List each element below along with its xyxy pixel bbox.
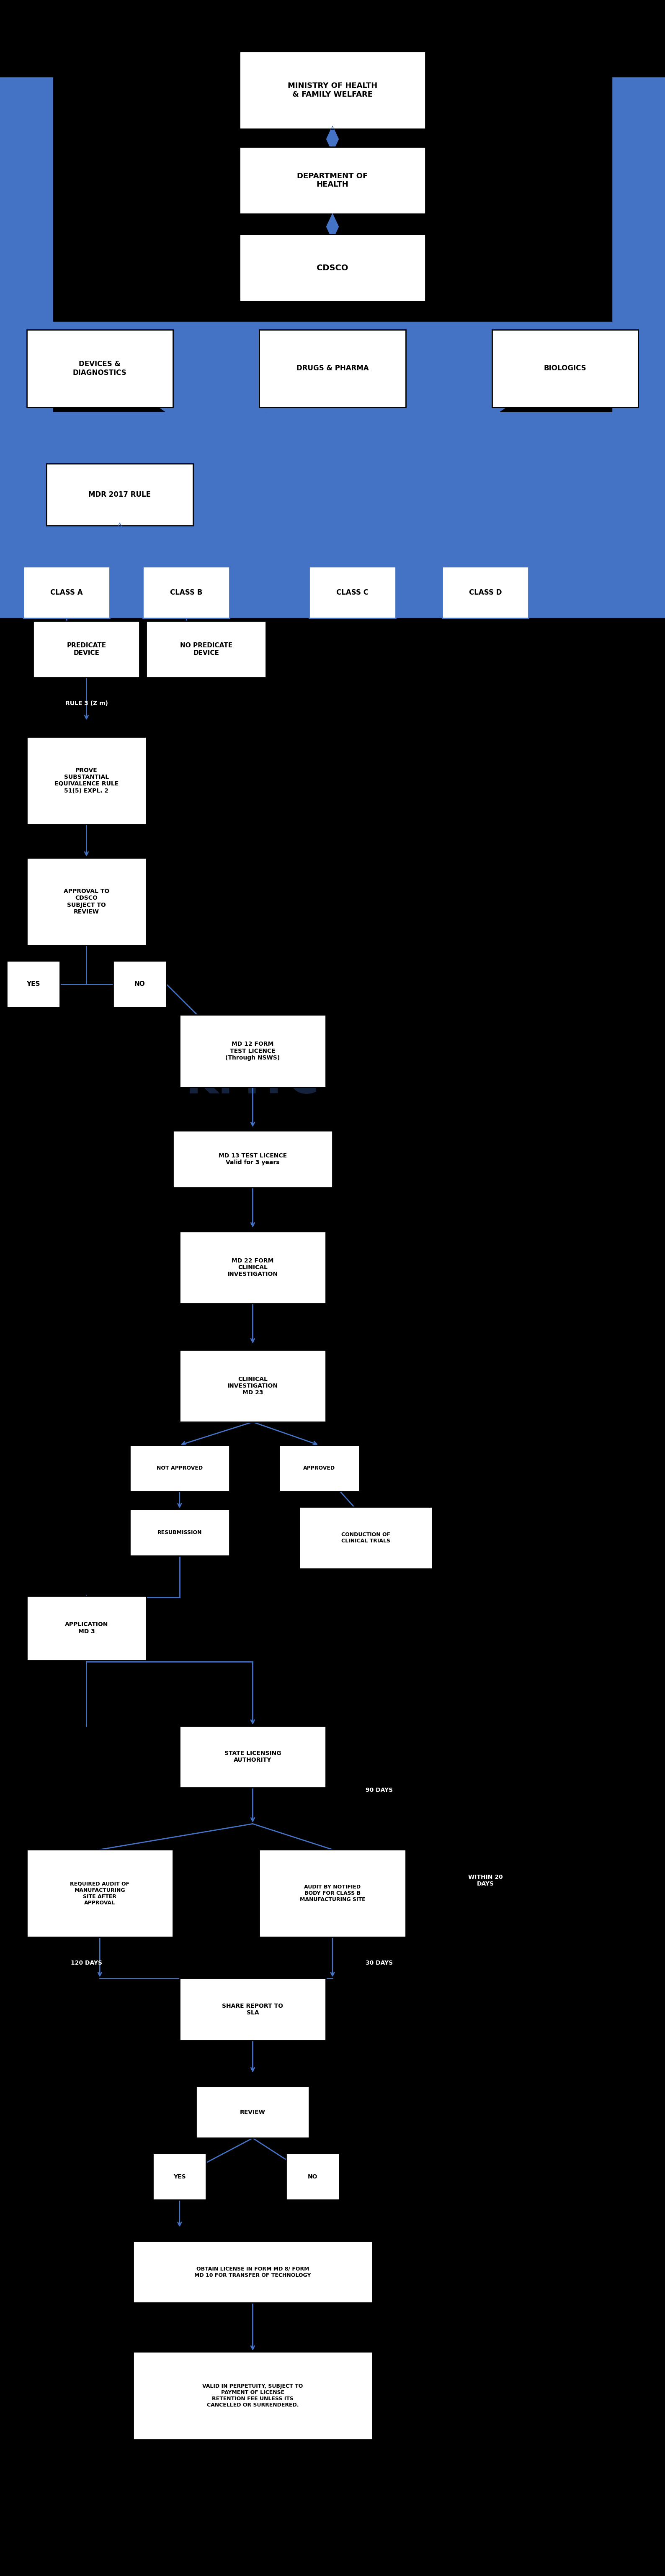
Polygon shape	[33, 322, 632, 412]
Text: MD 12 FORM
TEST LICENCE
(Through NSWS): MD 12 FORM TEST LICENCE (Through NSWS)	[225, 1041, 280, 1061]
Text: CLASS B: CLASS B	[170, 590, 202, 595]
Text: REVIEW: REVIEW	[240, 2110, 265, 2115]
FancyBboxPatch shape	[180, 1015, 326, 1087]
Text: PROVE
SUBSTANTIAL
EQUIVALENCE RULE
51(5) EXPL. 2: PROVE SUBSTANTIAL EQUIVALENCE RULE 51(5)…	[55, 768, 118, 793]
FancyBboxPatch shape	[286, 2154, 339, 2200]
FancyBboxPatch shape	[33, 621, 140, 677]
FancyBboxPatch shape	[239, 234, 426, 301]
Bar	[0, 77, 53, 412]
Text: MD 13 TEST LICENCE
Valid for 3 years: MD 13 TEST LICENCE Valid for 3 years	[219, 1154, 287, 1164]
Text: SHARE REPORT TO
SLA: SHARE REPORT TO SLA	[222, 2004, 283, 2014]
FancyBboxPatch shape	[279, 1445, 359, 1492]
Polygon shape	[0, 412, 266, 489]
Text: REQUIRED AUDIT OF
MANUFACTURING
SITE AFTER
APPROVAL: REQUIRED AUDIT OF MANUFACTURING SITE AFT…	[70, 1880, 130, 1906]
Polygon shape	[327, 126, 338, 152]
Text: CLASS C: CLASS C	[336, 590, 368, 595]
Text: CLASS A: CLASS A	[51, 590, 82, 595]
Text: MDR 2017 RULE: MDR 2017 RULE	[88, 492, 151, 497]
FancyBboxPatch shape	[153, 2154, 206, 2200]
Text: 30 DAYS: 30 DAYS	[365, 1960, 393, 1965]
FancyBboxPatch shape	[299, 1507, 432, 1569]
FancyBboxPatch shape	[492, 330, 638, 407]
Text: NO: NO	[308, 2174, 317, 2179]
Text: APPLICATION
MD 3: APPLICATION MD 3	[65, 1623, 108, 1633]
Bar	[0, 618, 665, 2576]
Text: STATE LICENSING
AUTHORITY: STATE LICENSING AUTHORITY	[224, 1752, 281, 1762]
Text: MINISTRY OF HEALTH
& FAMILY WELFARE: MINISTRY OF HEALTH & FAMILY WELFARE	[288, 82, 377, 98]
FancyBboxPatch shape	[173, 1131, 332, 1188]
FancyBboxPatch shape	[239, 52, 426, 129]
FancyBboxPatch shape	[27, 330, 173, 407]
FancyBboxPatch shape	[27, 858, 146, 945]
FancyBboxPatch shape	[309, 567, 396, 618]
Text: YES: YES	[174, 2174, 186, 2179]
FancyBboxPatch shape	[239, 147, 426, 214]
Text: VALID IN PERPETUITY, SUBJECT TO
PAYMENT OF LICENSE
RETENTION FEE UNLESS ITS
CANC: VALID IN PERPETUITY, SUBJECT TO PAYMENT …	[202, 2383, 303, 2409]
FancyBboxPatch shape	[27, 1850, 173, 1937]
Text: NO: NO	[134, 981, 145, 987]
FancyBboxPatch shape	[27, 737, 146, 824]
FancyBboxPatch shape	[196, 2087, 309, 2138]
FancyBboxPatch shape	[442, 567, 529, 618]
Text: OBTAIN LICENSE IN FORM MD 8/ FORM
MD 10 FOR TRANSFER OF TECHNOLOGY: OBTAIN LICENSE IN FORM MD 8/ FORM MD 10 …	[194, 2267, 311, 2277]
Text: MD 22 FORM
CLINICAL
INVESTIGATION: MD 22 FORM CLINICAL INVESTIGATION	[227, 1257, 278, 1278]
Text: 90 DAYS: 90 DAYS	[365, 1788, 393, 1793]
Text: 120 DAYS: 120 DAYS	[70, 1960, 102, 1965]
Bar	[612, 77, 665, 412]
Text: NO PREDICATE
DEVICE: NO PREDICATE DEVICE	[180, 641, 232, 657]
FancyBboxPatch shape	[47, 464, 193, 526]
Text: CLASS D: CLASS D	[469, 590, 502, 595]
FancyBboxPatch shape	[23, 567, 110, 618]
FancyBboxPatch shape	[143, 567, 229, 618]
Text: PREDICATE
DEVICE: PREDICATE DEVICE	[66, 641, 106, 657]
Polygon shape	[327, 214, 338, 240]
FancyBboxPatch shape	[130, 1510, 229, 1556]
FancyBboxPatch shape	[180, 1231, 326, 1303]
Text: APPROVAL TO
CDSCO
SUBJECT TO
REVIEW: APPROVAL TO CDSCO SUBJECT TO REVIEW	[64, 889, 109, 914]
FancyBboxPatch shape	[180, 1726, 326, 1788]
FancyBboxPatch shape	[113, 961, 166, 1007]
Text: CLINICAL
INVESTIGATION
MD 23: CLINICAL INVESTIGATION MD 23	[227, 1376, 278, 1396]
Text: RESUBMISSION: RESUBMISSION	[157, 1530, 202, 1535]
FancyBboxPatch shape	[180, 1350, 326, 1422]
Text: WITHIN 20
DAYS: WITHIN 20 DAYS	[468, 1875, 503, 1886]
Text: NOT APPROVED: NOT APPROVED	[156, 1466, 203, 1471]
FancyBboxPatch shape	[130, 1445, 229, 1492]
Polygon shape	[113, 523, 126, 549]
Text: YES: YES	[27, 981, 40, 987]
Text: APPROVED: APPROVED	[303, 1466, 335, 1471]
Text: KMTC: KMTC	[186, 1061, 319, 1103]
FancyBboxPatch shape	[7, 961, 60, 1007]
Bar	[53, 77, 612, 412]
Text: DEVICES &
DIAGNOSTICS: DEVICES & DIAGNOSTICS	[73, 361, 126, 376]
Text: CDSCO: CDSCO	[317, 263, 348, 273]
FancyBboxPatch shape	[259, 330, 406, 407]
Bar	[0, 489, 665, 577]
Text: CONDUCTION OF
CLINICAL TRIALS: CONDUCTION OF CLINICAL TRIALS	[341, 1533, 390, 1543]
FancyBboxPatch shape	[133, 2241, 372, 2303]
Polygon shape	[113, 435, 126, 461]
FancyBboxPatch shape	[180, 1978, 326, 2040]
FancyBboxPatch shape	[146, 621, 266, 677]
Text: DEPARTMENT OF
HEALTH: DEPARTMENT OF HEALTH	[297, 173, 368, 188]
Polygon shape	[266, 412, 665, 489]
FancyBboxPatch shape	[259, 1850, 406, 1937]
FancyBboxPatch shape	[27, 1595, 146, 1662]
Text: BIOLOGICS: BIOLOGICS	[544, 366, 587, 371]
Text: RULE 3 (Z m): RULE 3 (Z m)	[65, 701, 108, 706]
Text: AUDIT BY NOTIFIED
BODY FOR CLASS B
MANUFACTURING SITE: AUDIT BY NOTIFIED BODY FOR CLASS B MANUF…	[300, 1886, 365, 1901]
Text: DRUGS & PHARMA: DRUGS & PHARMA	[297, 366, 368, 371]
FancyBboxPatch shape	[133, 2352, 372, 2439]
